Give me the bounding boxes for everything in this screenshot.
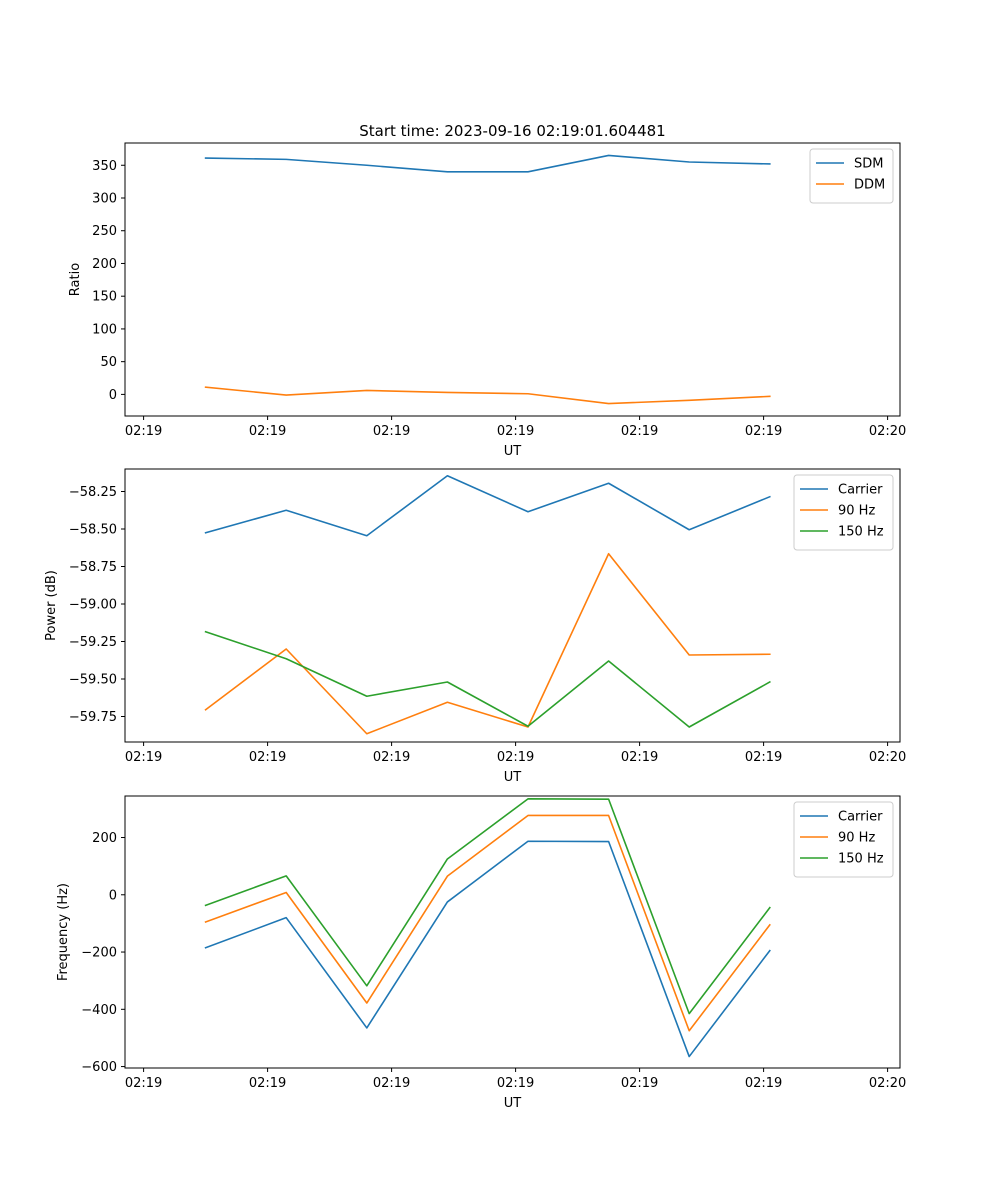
y-tick-label: 0 — [109, 388, 117, 403]
y-axis: −59.75 −59.50 −59.25 −59.00 −58.75 −58.50 −58.… — [69, 485, 125, 725]
x-tick-label: 02:19 — [125, 750, 162, 765]
series-group — [204, 798, 771, 1058]
x-tick-label: 02:19 — [373, 1076, 410, 1091]
axes-frame — [124, 468, 901, 743]
x-tick-label: 02:19 — [125, 424, 162, 439]
legend-label: DDM — [854, 178, 885, 193]
x-axis-label: UT — [504, 444, 522, 459]
series-group — [204, 474, 771, 735]
x-tick-label: 02:19 — [497, 750, 534, 765]
y-tick-label: −58.50 — [69, 523, 117, 538]
legend-label: 90 Hz — [838, 504, 875, 519]
y-tick-label: −400 — [81, 1003, 117, 1018]
legend-label: 150 Hz — [838, 525, 884, 540]
y-tick-label: −59.00 — [69, 598, 117, 613]
x-tick-label: 02:20 — [869, 1076, 906, 1091]
x-tick-label: 02:19 — [249, 1076, 286, 1091]
y-axis-label: Power (dB) — [44, 570, 59, 641]
y-axis-label: Ratio — [68, 263, 83, 296]
series-line-150-hz — [204, 798, 771, 1015]
series-line-carrier — [204, 840, 771, 1058]
figure-title: Start time: 2023-09-16 02:19:01.604481 — [359, 122, 665, 140]
y-tick-label: 200 — [92, 257, 117, 272]
x-tick-label: 02:20 — [869, 750, 906, 765]
y-tick-label: −59.25 — [69, 635, 117, 650]
x-axis-label: UT — [504, 1096, 522, 1111]
chart-panel-3: 02:19 02:19 02:19 02:19 02:19 02:19 02:20 UT −60… — [56, 795, 906, 1111]
y-tick-label: 100 — [92, 322, 117, 337]
y-tick-label: −600 — [81, 1060, 117, 1075]
x-tick-label: 02:19 — [249, 424, 286, 439]
x-tick-label: 02:19 — [373, 424, 410, 439]
legend: SDM DDM — [809, 148, 894, 204]
y-tick-label: 50 — [100, 355, 117, 370]
panels: 02:19 02:19 02:19 02:19 02:19 02:19 02:20 UT 0 50… — [44, 142, 906, 1111]
axes-frame — [124, 795, 901, 1069]
legend-label: 90 Hz — [838, 831, 875, 846]
x-axis: 02:19 02:19 02:19 02:19 02:19 02:19 02:20 — [125, 742, 906, 765]
y-axis: −600 −400 −200 0 200 — [81, 831, 125, 1075]
series-line-150-hz — [204, 630, 771, 728]
x-tick-label: 02:20 — [869, 424, 906, 439]
chart-panel-1: 02:19 02:19 02:19 02:19 02:19 02:19 02:20 UT 0 50… — [68, 142, 906, 459]
legend-label: Carrier — [838, 483, 883, 498]
y-tick-label: 250 — [92, 224, 117, 239]
series-line-90-hz — [204, 552, 771, 735]
x-tick-label: 02:19 — [745, 1076, 782, 1091]
x-tick-label: 02:19 — [497, 1076, 534, 1091]
series-group — [204, 154, 771, 405]
x-tick-label: 02:19 — [373, 750, 410, 765]
y-tick-label: −58.25 — [69, 485, 117, 500]
x-tick-label: 02:19 — [621, 424, 658, 439]
x-tick-label: 02:19 — [249, 750, 286, 765]
x-axis: 02:19 02:19 02:19 02:19 02:19 02:19 02:20 — [125, 416, 906, 439]
y-tick-label: 200 — [92, 831, 117, 846]
y-tick-label: −59.50 — [69, 673, 117, 688]
legend: Carrier 90 Hz 150 Hz — [793, 801, 894, 878]
chart-panel-2: 02:19 02:19 02:19 02:19 02:19 02:19 02:20 UT −59… — [44, 468, 906, 785]
axes-frame — [124, 142, 901, 417]
y-axis: 0 50 100 150 200 250 300 350 — [92, 159, 125, 403]
x-tick-label: 02:19 — [621, 1076, 658, 1091]
y-tick-label: −200 — [81, 946, 117, 961]
series-line-sdm — [204, 154, 771, 173]
legend-label: SDM — [854, 157, 883, 172]
x-axis-label: UT — [504, 770, 522, 785]
series-line-ddm — [204, 386, 771, 405]
y-tick-label: 0 — [109, 888, 117, 903]
x-tick-label: 02:19 — [125, 1076, 162, 1091]
series-line-90-hz — [204, 814, 771, 1032]
legend-label: 150 Hz — [838, 852, 884, 867]
legend: Carrier 90 Hz 150 Hz — [793, 474, 894, 551]
legend-label: Carrier — [838, 810, 883, 825]
x-tick-label: 02:19 — [621, 750, 658, 765]
y-tick-label: 300 — [92, 191, 117, 206]
y-tick-label: −58.75 — [69, 560, 117, 575]
y-axis-label: Frequency (Hz) — [56, 883, 71, 981]
series-line-carrier — [204, 474, 771, 537]
y-tick-label: 150 — [92, 290, 117, 305]
y-tick-label: −59.75 — [69, 710, 117, 725]
x-tick-label: 02:19 — [745, 424, 782, 439]
y-tick-label: 350 — [92, 159, 117, 174]
x-tick-label: 02:19 — [745, 750, 782, 765]
x-tick-label: 02:19 — [497, 424, 534, 439]
x-axis: 02:19 02:19 02:19 02:19 02:19 02:19 02:20 — [125, 1068, 906, 1091]
